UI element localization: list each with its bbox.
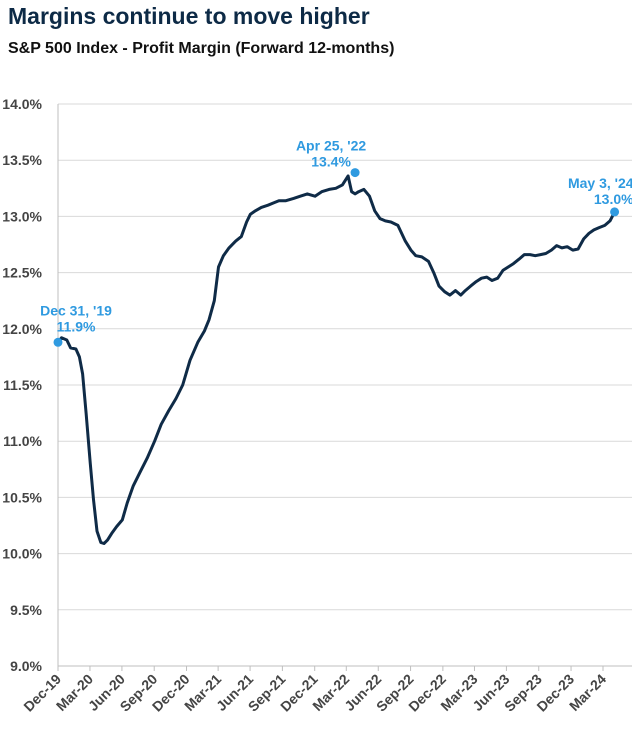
annotation-date-label: Apr 25, '22: [296, 138, 366, 154]
annotation-date-label: Dec 31, '19: [40, 302, 112, 318]
annotation-dot: [53, 337, 63, 347]
x-tick-labels: Dec-19Mar-20Jun-20Sep-20Dec-20Mar-21Jun-…: [20, 666, 609, 715]
chart-title: Margins continue to move higher: [8, 3, 370, 29]
y-tick-label: 12.0%: [2, 321, 42, 337]
axes: [57, 104, 632, 667]
y-tick-label: 9.0%: [10, 658, 42, 674]
y-tick-label: 13.5%: [2, 152, 42, 168]
profit-margin-series-line: [56, 174, 616, 545]
annotation-dot: [350, 168, 360, 178]
y-tick-label: 12.5%: [2, 265, 42, 281]
y-tick-label: 9.5%: [10, 602, 42, 618]
y-tick-label: 11.0%: [3, 433, 42, 449]
y-tick-label: 13.0%: [2, 208, 42, 224]
y-tick-label: 14.0%: [2, 96, 42, 112]
y-tick-label: 11.5%: [3, 377, 42, 393]
annotation-value-label: 11.9%: [57, 318, 96, 334]
x-tick-label: Mar-24: [566, 671, 609, 714]
gridlines: [58, 103, 632, 611]
annotation-date-label: May 3, '24: [568, 175, 632, 191]
y-tick-label: 10.5%: [2, 489, 42, 505]
annotation-value-label: 13.0%: [594, 191, 632, 207]
annotation-dot: [610, 207, 620, 217]
annotation-value-label: 13.4%: [311, 154, 351, 170]
chart-subtitle: S&P 500 Index - Profit Margin (Forward 1…: [8, 40, 395, 57]
y-tick-label: 10.0%: [2, 546, 42, 562]
y-tick-labels: 9.0% 9.5% 10.0% 10.5% 11.0% 11.5% 12.0% 12.5% 13…: [2, 96, 42, 674]
